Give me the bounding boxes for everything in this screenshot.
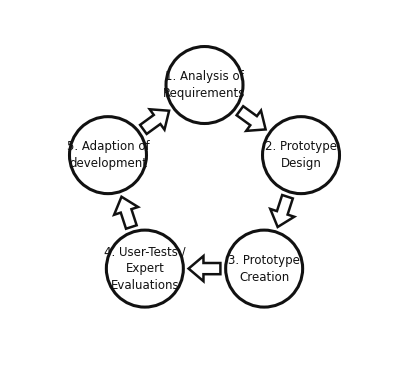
Text: 4. User-Tests /
Expert
Evaluations: 4. User-Tests / Expert Evaluations <box>104 245 186 292</box>
Polygon shape <box>114 197 138 229</box>
Circle shape <box>226 230 303 307</box>
Polygon shape <box>140 109 169 134</box>
Circle shape <box>106 230 183 307</box>
Text: 2. Prototype
Design: 2. Prototype Design <box>265 140 337 170</box>
Polygon shape <box>236 106 265 131</box>
Text: 3. Prototype
Creation: 3. Prototype Creation <box>228 254 300 283</box>
Circle shape <box>166 47 243 123</box>
Circle shape <box>263 117 339 194</box>
Polygon shape <box>189 256 220 281</box>
Polygon shape <box>270 195 294 227</box>
Circle shape <box>70 117 146 194</box>
Text: 1. Analysis of
Requirements: 1. Analysis of Requirements <box>163 70 246 100</box>
Text: 5. Adaption of
development: 5. Adaption of development <box>67 140 149 170</box>
